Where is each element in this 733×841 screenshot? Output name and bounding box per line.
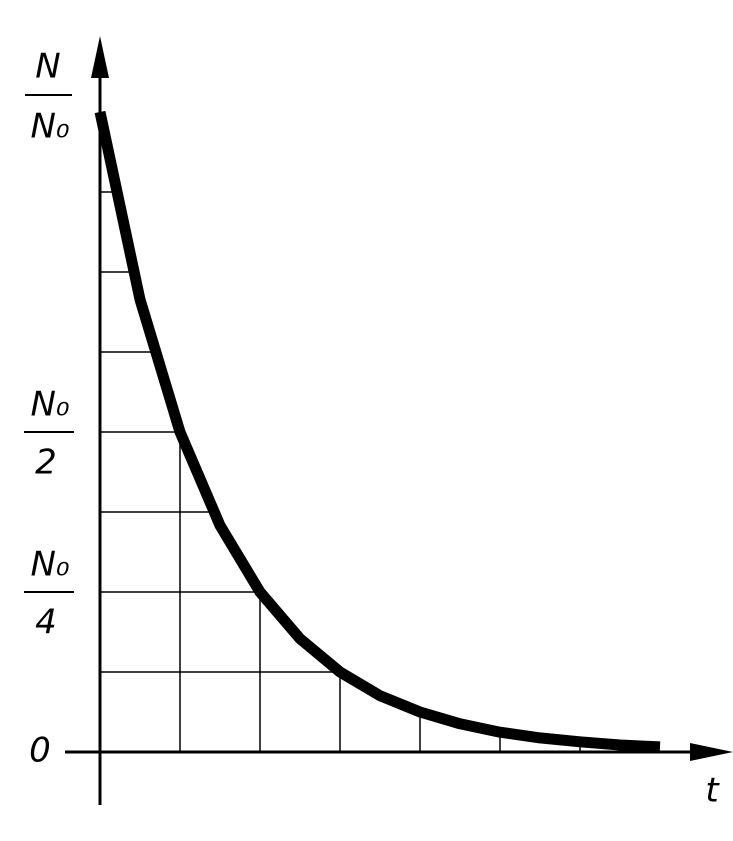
x-arrow — [690, 743, 733, 761]
y-tick-numerator: N₀ — [30, 385, 69, 425]
y-tick-denominator: 2 — [35, 443, 57, 483]
y-tick-label: 0 — [29, 731, 51, 771]
y-arrow — [91, 36, 109, 78]
y-label-denominator: N₀ — [30, 107, 69, 147]
y-tick-denominator: 4 — [35, 603, 57, 643]
x-label: t — [705, 771, 720, 811]
y-tick-numerator: N₀ — [30, 545, 69, 585]
y-label-numerator: N — [35, 47, 60, 87]
decay-curve — [94, 110, 661, 753]
